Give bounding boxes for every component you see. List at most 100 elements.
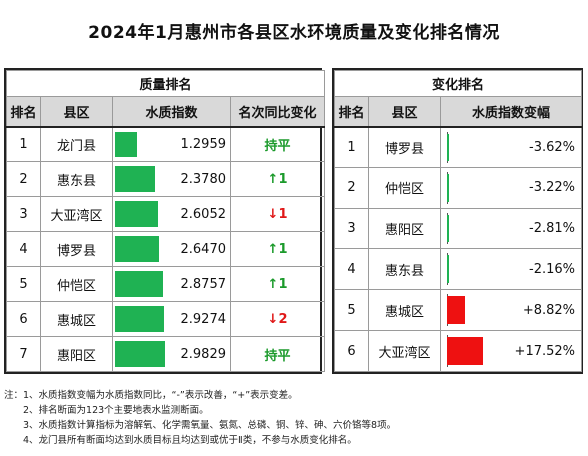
table-row: 5 仲恺区 2.8757 ↑1 (6, 266, 326, 302)
index-bar-cell (112, 301, 169, 337)
rank-cell: 2 (6, 161, 41, 197)
rank-cell: 1 (334, 126, 369, 168)
index-value-cell: 2.6052 (168, 196, 231, 232)
footnote-line: 注：1、水质指数变幅为水质指数同比，“-”表示改善，“+”表示变差。 (4, 390, 298, 401)
index-value-cell: 2.9274 (168, 301, 231, 337)
rank-change-cell: ↓1 (229, 196, 326, 232)
table-row: 3 大亚湾区 2.6052 ↓1 (6, 196, 326, 232)
index-bar (115, 306, 164, 332)
rank-cell: 2 (334, 166, 369, 209)
change-bar (447, 173, 449, 202)
index-bar (115, 131, 137, 157)
quality-section-title: 质量排名 (5, 70, 326, 97)
change-ranking-panel: 变化排名 排名 县区 水质指数变幅 1 博罗县 -3.62% 2 仲恺区 -3.22% 3 惠… (332, 68, 583, 374)
change-bar-cell (440, 207, 503, 250)
table-row: 3 惠阳区 -2.81% (334, 207, 583, 250)
change-bar-cell (440, 126, 503, 168)
index-bar (115, 166, 155, 192)
district-cell: 惠城区 (368, 289, 441, 332)
table-row: 6 惠城区 2.9274 ↓2 (6, 301, 326, 337)
change-section-title: 变化排名 (333, 70, 583, 97)
rank-cell: 7 (6, 336, 41, 372)
table-row: 1 龙门县 1.2959 持平 (6, 126, 326, 162)
change-bar (447, 214, 449, 243)
change-bar-cell (440, 330, 503, 372)
index-bar-cell (112, 266, 169, 302)
rank-change-cell: ↑1 (229, 266, 326, 302)
footnote-line: 3、水质指数计算指标为溶解氧、化学需氧量、氨氮、总磷、铜、锌、砷、六价铬等8项。 (4, 420, 397, 431)
change-ranking-table: 变化排名 排名 县区 水质指数变幅 1 博罗县 -3.62% 2 仲恺区 -3.22% 3 惠… (333, 70, 583, 372)
district-cell: 博罗县 (40, 231, 113, 267)
table-row: 4 博罗县 2.6470 ↑1 (6, 231, 326, 267)
rank-cell: 4 (334, 248, 369, 291)
col-index-header: 水质指数 (112, 96, 231, 128)
district-cell: 惠阳区 (40, 336, 113, 372)
table-row: 1 博罗县 -3.62% (334, 126, 583, 168)
index-value-cell: 2.9829 (168, 336, 231, 372)
index-value-cell: 2.8757 (168, 266, 231, 302)
change-value-cell: -3.62% (502, 126, 583, 168)
change-bar-cell (440, 166, 503, 209)
rank-change-cell: ↓2 (229, 301, 326, 337)
change-bar-cell (440, 248, 503, 291)
footnote-line: 2、排名断面为123个主要地表水监测断面。 (4, 405, 209, 416)
district-cell: 大亚湾区 (368, 330, 441, 372)
change-bar (447, 255, 449, 284)
rank-change-cell: 持平 (229, 336, 326, 372)
table-row: 6 大亚湾区 +17.52% (334, 330, 583, 372)
index-bar (115, 236, 159, 262)
change-bar (447, 296, 465, 325)
index-value-cell: 2.3780 (168, 161, 231, 197)
district-cell: 惠阳区 (368, 207, 441, 250)
col-district-header: 县区 (40, 96, 113, 128)
table-row: 4 惠东县 -2.16% (334, 248, 583, 291)
rank-change-cell: ↑1 (229, 161, 326, 197)
district-cell: 龙门县 (40, 126, 113, 162)
change-bar-cell (440, 289, 503, 332)
col-index-change-header: 水质指数变幅 (439, 96, 583, 128)
change-bar (447, 133, 449, 161)
table-row: 7 惠阳区 2.9829 持平 (6, 336, 326, 372)
footnote-line: 4、龙门县所有断面均达到水质目标且均达到或优于Ⅱ类，不参与水质变化排名。 (4, 435, 357, 446)
col-rank-header: 排名 (334, 96, 369, 128)
index-bar (115, 201, 158, 227)
district-cell: 仲恺区 (368, 166, 441, 209)
rank-cell: 5 (6, 266, 41, 302)
rank-cell: 5 (334, 289, 369, 332)
quality-ranking-panel: 质量排名 排名 县区 水质指数 名次同比变化 1 龙门县 1.2959 持平 2 惠东县 2… (4, 68, 326, 374)
change-value-cell: -2.16% (502, 248, 583, 291)
district-cell: 博罗县 (368, 126, 441, 168)
footnotes: 注：1、水质指数变幅为水质指数同比，“-”表示改善，“+”表示变差。 2、排名断… (4, 388, 584, 448)
index-bar-cell (112, 126, 169, 162)
change-value-cell: -3.22% (502, 166, 583, 209)
index-bar (115, 341, 165, 367)
col-district-header: 县区 (368, 96, 441, 128)
index-bar-cell (112, 336, 169, 372)
rank-cell: 6 (334, 330, 369, 372)
index-bar (115, 271, 163, 297)
table-row: 2 惠东县 2.3780 ↑1 (6, 161, 326, 197)
page-title: 2024年1月惠州市各县区水环境质量及变化排名情况 (88, 23, 500, 43)
col-rank-header: 排名 (6, 96, 41, 128)
district-cell: 惠东县 (368, 248, 441, 291)
rank-cell: 3 (334, 207, 369, 250)
index-value-cell: 2.6470 (168, 231, 231, 267)
district-cell: 惠城区 (40, 301, 113, 337)
district-cell: 惠东县 (40, 161, 113, 197)
rank-change-cell: 持平 (229, 126, 326, 162)
district-cell: 大亚湾区 (40, 196, 113, 232)
change-value-cell: -2.81% (502, 207, 583, 250)
change-value-cell: +17.52% (502, 330, 583, 372)
quality-ranking-table: 质量排名 排名 县区 水质指数 名次同比变化 1 龙门县 1.2959 持平 2 惠东县 2… (5, 70, 326, 372)
change-value-cell: +8.82% (502, 289, 583, 332)
index-value-cell: 1.2959 (168, 126, 231, 162)
rank-cell: 1 (6, 126, 41, 162)
rank-cell: 4 (6, 231, 41, 267)
rank-change-cell: ↑1 (229, 231, 326, 267)
district-cell: 仲恺区 (40, 266, 113, 302)
index-bar-cell (112, 161, 169, 197)
table-row: 2 仲恺区 -3.22% (334, 166, 583, 209)
table-row: 5 惠城区 +8.82% (334, 289, 583, 332)
index-bar-cell (112, 231, 169, 267)
index-bar-cell (112, 196, 169, 232)
